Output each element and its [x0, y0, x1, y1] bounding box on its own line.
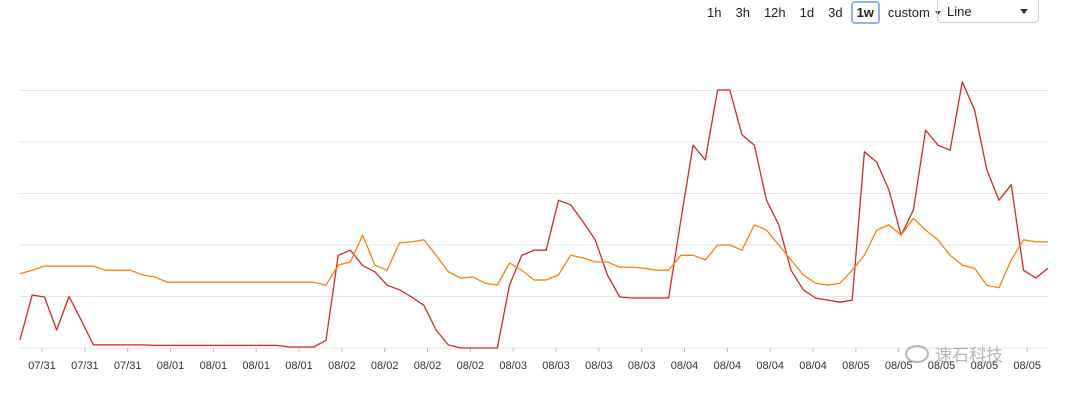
x-tick-label: 08/05 — [1013, 360, 1041, 372]
x-tick-label: 08/01 — [200, 360, 228, 372]
x-tick-label: 08/04 — [756, 360, 784, 372]
range-button[interactable]: 1h — [701, 1, 727, 24]
chart-kind-select[interactable]: Line — [937, 0, 1039, 23]
x-tick-label: 08/05 — [842, 360, 870, 372]
watermark-text: 速石科技 — [935, 346, 1003, 366]
range-label: 3d — [828, 4, 843, 20]
x-tick-label: 07/31 — [28, 360, 56, 372]
range-button[interactable]: 1d — [794, 1, 820, 24]
range-label: 3h — [735, 4, 750, 20]
x-tick-label: 08/02 — [328, 360, 356, 372]
range-toolbar: 1h 3h 12h 1d 3d 1w custom — [700, 0, 948, 24]
x-tick-label: 08/04 — [799, 360, 827, 372]
range-button[interactable]: 3d — [822, 1, 848, 24]
x-tick-label: 08/05 — [885, 360, 913, 372]
x-tick-label: 08/03 — [499, 360, 527, 372]
x-tick-label: 08/03 — [542, 360, 570, 372]
x-tick-label: 07/31 — [114, 360, 142, 372]
x-tick-label: 08/03 — [628, 360, 656, 372]
x-tick-label: 08/02 — [371, 360, 399, 372]
range-label: custom — [887, 4, 930, 20]
x-tick-label: 08/02 — [414, 360, 442, 372]
x-tick-label: 08/04 — [714, 360, 742, 372]
range-label: 12h — [763, 4, 786, 20]
x-tick-label: 08/02 — [457, 360, 485, 372]
select-value: Line — [947, 4, 972, 19]
range-button[interactable]: 1w — [850, 0, 880, 24]
series-line — [19, 81, 1049, 349]
x-tick-label: 08/04 — [671, 360, 699, 372]
series-line — [19, 217, 1048, 289]
x-tick-label: 08/05 — [971, 360, 999, 372]
range-label: 1w — [856, 4, 874, 20]
x-tick-label: 08/03 — [585, 360, 613, 372]
watermark: 速石科技 — [905, 341, 1003, 366]
range-button[interactable]: 3h — [729, 1, 755, 24]
x-tick-label: 08/01 — [157, 360, 185, 372]
x-tick-label: 08/05 — [928, 360, 956, 372]
range-button[interactable]: 12h — [758, 1, 792, 24]
x-tick-label: 08/01 — [285, 360, 313, 372]
x-tick-label: 08/01 — [242, 360, 270, 372]
range-label: 1h — [707, 4, 722, 20]
x-tick-label: 07/31 — [71, 360, 99, 372]
range-label: 1d — [799, 4, 815, 20]
